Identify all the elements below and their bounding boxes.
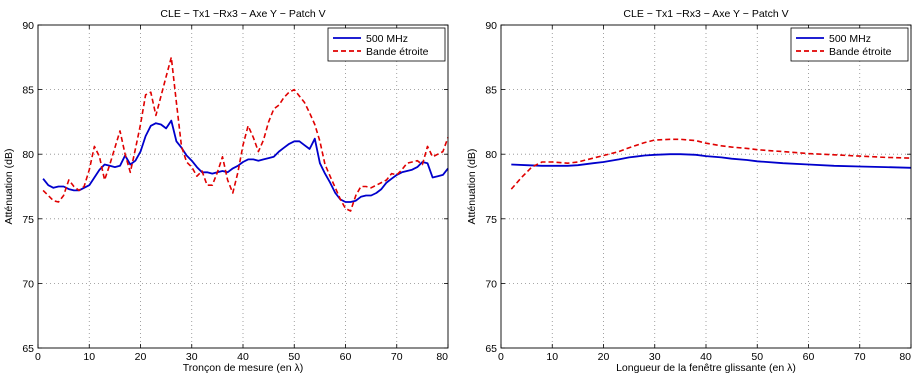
series-line-wideband [42,119,449,203]
legend-label: 500 MHz [366,33,408,45]
y-axis-label: Atténuation (dB) [3,149,15,225]
y-tick-label: 70 [485,278,497,290]
x-tick-label: 30 [649,351,661,363]
x-tick-label: 40 [700,351,712,363]
x-tick-label: 10 [83,351,95,363]
y-tick-label: 85 [485,85,497,97]
y-tick-label: 80 [22,149,34,161]
series-line-narrowband [510,138,912,190]
y-tick-label: 85 [22,85,34,97]
y-tick-label: 90 [485,20,497,32]
left-chart-panel: 0 10 20 30 40 50 60 70 80 65 70 75 80 85 90 CLE − Tx1 −… [3,8,449,374]
x-tick-label: 20 [135,351,147,363]
chart-title: CLE − Tx1 −Rx3 − Axe Y − Patch V [623,8,788,20]
x-tick-label: 0 [498,351,504,363]
x-tick-label: 50 [288,351,300,363]
legend-label: Bande étroite [829,46,892,58]
x-tick-label: 70 [391,351,403,363]
y-tick-label: 65 [485,343,497,355]
x-axis-label: Longueur de la fenêtre glissante (en λ) [616,362,796,374]
x-tick-label: 80 [436,351,448,363]
y-axis-label: Atténuation (dB) [466,149,478,225]
x-axis-label: Tronçon de mesure (en λ) [183,362,303,374]
x-tick-label: 70 [854,351,866,363]
x-tick-label: 60 [340,351,352,363]
x-tick-label: 30 [186,351,198,363]
y-tick-label: 75 [22,214,34,226]
legend-label: 500 MHz [829,33,871,45]
grid [38,25,448,348]
y-tick-label: 65 [22,343,34,355]
plot-area [38,25,448,348]
x-tick-label: 60 [803,351,815,363]
x-tick-label: 40 [237,351,249,363]
legend-box [327,27,446,62]
y-tick-label: 70 [22,278,34,290]
series-line-wideband [511,153,912,169]
grid [501,25,911,348]
x-tick-label: 10 [546,351,558,363]
y-tick-label: 75 [485,214,497,226]
legend-box [790,27,909,62]
x-tick-label: 50 [751,351,763,363]
legend-label: Bande étroite [366,46,429,58]
plot-area [501,25,911,348]
x-tick-label: 80 [899,351,911,363]
right-chart-panel: 0 10 20 30 40 50 60 70 80 65 70 75 80 85 90 CLE − Tx1 −… [466,8,912,374]
y-tick-label: 90 [22,20,34,32]
chart-title: CLE − Tx1 −Rx3 − Axe Y − Patch V [160,8,325,20]
x-tick-label: 20 [598,351,610,363]
y-tick-label: 80 [485,149,497,161]
x-tick-label: 0 [35,351,41,363]
series-line-narrowband [42,56,449,212]
